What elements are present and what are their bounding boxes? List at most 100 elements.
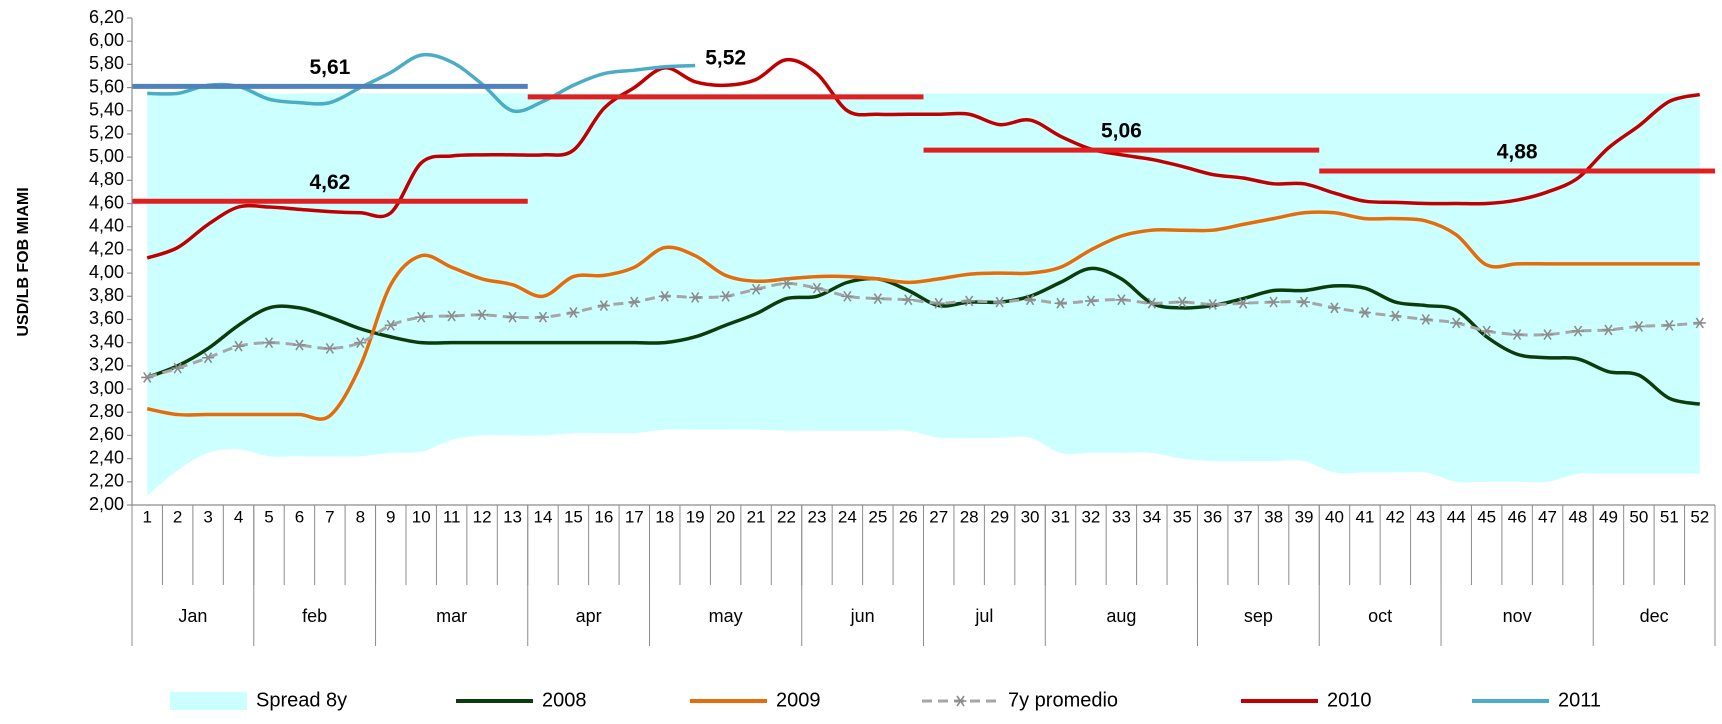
legend-item: 2010: [1241, 689, 1372, 711]
x-tick-label: 1: [142, 507, 151, 526]
legend-swatch: [170, 692, 247, 710]
y-tick-label: 4,20: [89, 239, 124, 259]
month-label: jul: [974, 606, 993, 626]
x-tick-label: 39: [1295, 507, 1314, 526]
legend-item: Spread 8y: [170, 689, 347, 711]
x-tick-label: 10: [412, 507, 431, 526]
series-marker: [1450, 317, 1463, 329]
series-marker: [384, 319, 397, 331]
x-tick-label: 32: [1081, 507, 1100, 526]
x-tick-label: 9: [386, 507, 395, 526]
series-line: [146, 57, 1701, 260]
series-marker: [750, 283, 763, 295]
legend-label: 2011: [1558, 689, 1601, 711]
x-tick-label: 42: [1386, 507, 1405, 526]
x-tick-label: 16: [594, 507, 613, 526]
y-tick-label: 3,20: [89, 355, 124, 375]
x-tick-label: 29: [990, 507, 1009, 526]
month-label: Jan: [178, 606, 207, 626]
x-tick-label: 47: [1538, 507, 1557, 526]
series-marker: [262, 337, 275, 349]
month-label: aug: [1106, 606, 1136, 626]
legend-item: 7y promedio: [922, 689, 1118, 711]
x-tick-label: 49: [1599, 507, 1618, 526]
series-marker: [963, 295, 976, 307]
x-tick-label: 44: [1447, 507, 1466, 526]
series-marker: [171, 362, 184, 374]
series-marker: [658, 290, 671, 302]
x-tick-label: 19: [686, 507, 705, 526]
series-marker: [445, 310, 458, 322]
y-tick-label: 3,60: [89, 308, 124, 328]
x-tick-label: 11: [443, 507, 461, 526]
series-marker: [1358, 307, 1371, 318]
series-marker: [841, 290, 854, 302]
y-tick-label: 6,00: [89, 30, 124, 50]
series-marker: [1176, 296, 1189, 308]
y-tick-label: 6,20: [89, 7, 124, 27]
series-marker: [1206, 298, 1219, 310]
month-label: dec: [1640, 606, 1669, 626]
series-marker: [1267, 296, 1280, 308]
x-tick-label: 45: [1477, 507, 1496, 526]
y-tick-label: 2,20: [89, 471, 124, 491]
average-label: 5,52: [705, 46, 746, 69]
series-marker: [810, 282, 823, 294]
x-tick-label: 38: [1264, 507, 1283, 526]
x-tick-label: 8: [356, 507, 365, 526]
series-marker: [993, 296, 1006, 308]
x-tick-label: 46: [1508, 507, 1527, 526]
series-marker: [780, 278, 793, 289]
legend-item: 2008: [456, 689, 587, 711]
average-label: 5,61: [309, 56, 350, 79]
series-line: [146, 266, 1701, 406]
x-tick-label: 50: [1629, 507, 1648, 526]
y-tick-label: 3,40: [89, 331, 124, 351]
y-tick-label: 5,40: [89, 100, 124, 120]
legend-label: 2010: [1327, 689, 1372, 711]
y-tick-label: 4,80: [89, 169, 124, 189]
x-tick-label: 30: [1021, 507, 1040, 526]
y-axis-label: USD/LB FOB MIAMI: [15, 187, 32, 336]
x-tick-label: 14: [534, 507, 553, 526]
x-tick-label: 4: [234, 507, 243, 526]
x-tick-label: 52: [1690, 507, 1709, 526]
x-tick-label: 33: [1112, 507, 1131, 526]
legend-label: Spread 8y: [256, 689, 347, 711]
y-tick-label: 4,00: [89, 262, 124, 282]
series-marker: [141, 371, 154, 383]
y-tick-label: 3,80: [89, 285, 124, 305]
x-tick-label: 40: [1325, 507, 1344, 526]
series-marker: [354, 337, 367, 349]
x-tick-label: 6: [295, 507, 304, 526]
series-marker: [1480, 325, 1493, 337]
series-line: [146, 210, 1700, 421]
x-tick-label: 5: [264, 507, 273, 526]
y-tick-label: 4,40: [89, 215, 124, 235]
x-tick-label: 26: [899, 507, 918, 526]
x-tick-label: 7: [325, 507, 334, 526]
series-line: [146, 282, 1700, 379]
x-tick-label: 36: [1203, 507, 1222, 526]
spread-area: [147, 86, 1700, 496]
x-tick-label: 15: [564, 507, 583, 526]
x-tick-label: 48: [1569, 507, 1588, 526]
x-tick-label: 34: [1142, 507, 1161, 526]
month-label: jun: [850, 606, 875, 626]
series-marker: [1054, 297, 1067, 309]
series-marker: [323, 343, 336, 354]
series-marker: [506, 311, 519, 323]
series-marker: [1602, 324, 1615, 336]
x-tick-label: 2: [173, 507, 182, 526]
legend-label: 2009: [776, 689, 821, 711]
series-marker: [932, 297, 945, 309]
series-marker: [415, 311, 428, 323]
legend-item: 2009: [690, 689, 821, 711]
series-marker: [902, 294, 915, 306]
series-marker: [1237, 297, 1250, 309]
y-tick-label: 5,20: [89, 123, 124, 143]
y-tick-label: 5,60: [89, 76, 124, 96]
series-marker: [536, 311, 549, 323]
